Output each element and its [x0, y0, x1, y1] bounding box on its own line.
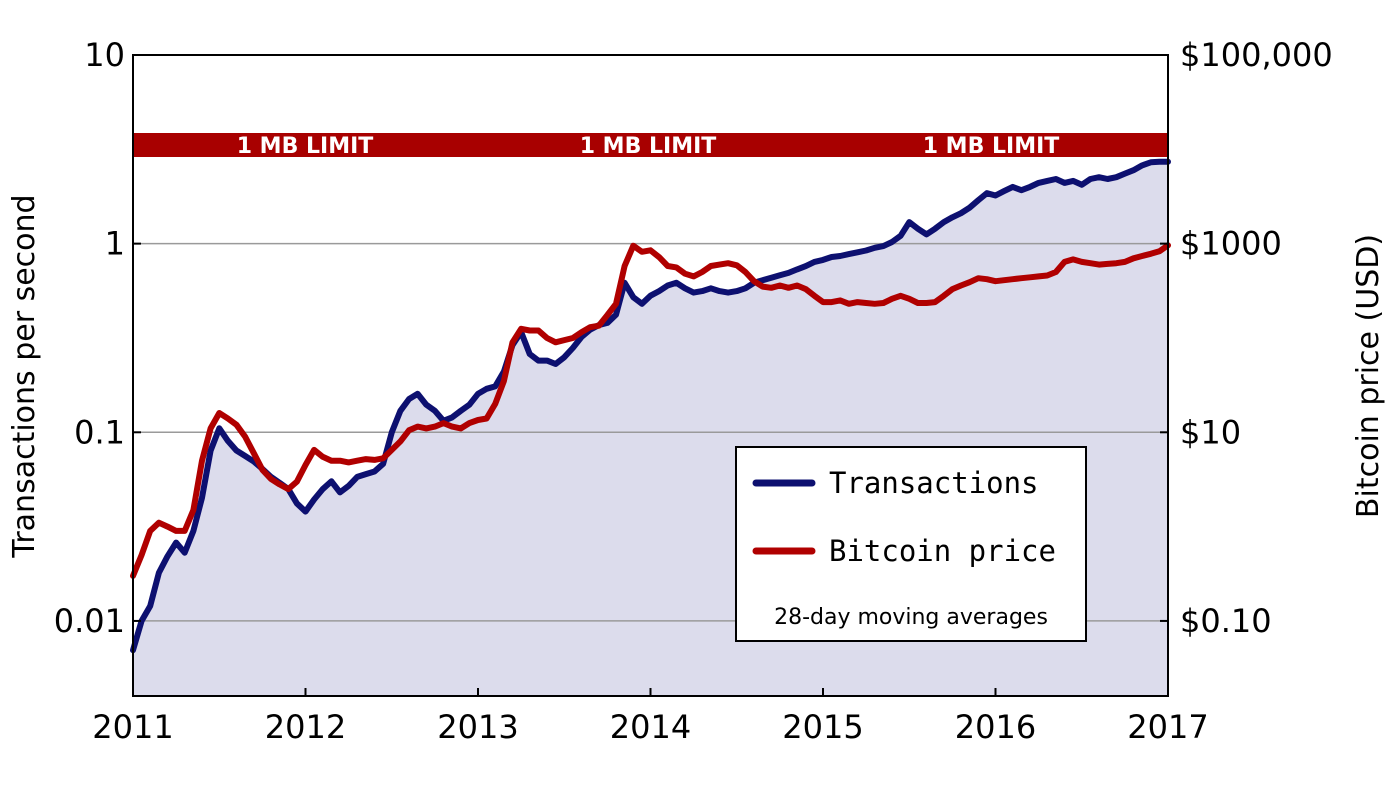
y-left-tick-label: 1: [105, 225, 125, 263]
legend-note: 28-day moving averages: [774, 605, 1048, 630]
y-axis-left: 10 1 0.1 0.01: [54, 36, 141, 640]
legend-label-bitcoin-price: Bitcoin price: [829, 534, 1056, 568]
y-left-tick-label: 0.1: [74, 413, 125, 451]
y-right-tick-label: $0.10: [1180, 602, 1272, 640]
bitcoin-price-line: [130, 242, 1171, 579]
limit-band-label: 1 MB LIMIT: [237, 134, 374, 159]
x-tick-label: 2012: [265, 708, 346, 746]
x-tick-label: 2016: [955, 708, 1036, 746]
x-tick-label: 2013: [437, 708, 518, 746]
x-tick-label: 2014: [610, 708, 691, 746]
y-right-tick-label: $1000: [1180, 225, 1282, 263]
limit-band: [133, 133, 1168, 157]
x-tick-label: 2015: [782, 708, 863, 746]
y-axis-right-title: Bitcoin price (USD): [1351, 234, 1386, 518]
y-left-tick-label: 0.01: [54, 602, 125, 640]
y-left-tick-label: 10: [84, 36, 125, 74]
x-tick-label: 2011: [92, 708, 173, 746]
y-axis-left-title: Transactions per second: [7, 194, 42, 558]
legend-box: [735, 446, 1087, 642]
limit-band-label: 1 MB LIMIT: [923, 134, 1060, 159]
x-axis: 2011 2012 2013 2014 2015 2016 2017: [92, 688, 1209, 746]
transactions-line: [130, 158, 1171, 654]
legend: Transactions Bitcoin price 28-day moving…: [735, 446, 1087, 642]
x-tick-label: 2017: [1127, 708, 1208, 746]
y-axis-right: $100,000 $1000 $10 $0.10: [1160, 36, 1333, 640]
y-right-tick-label: $10: [1180, 413, 1241, 451]
legend-label-transactions: Transactions: [829, 466, 1039, 500]
y-right-tick-label: $100,000: [1180, 36, 1333, 74]
limit-band-label: 1 MB LIMIT: [580, 134, 717, 159]
